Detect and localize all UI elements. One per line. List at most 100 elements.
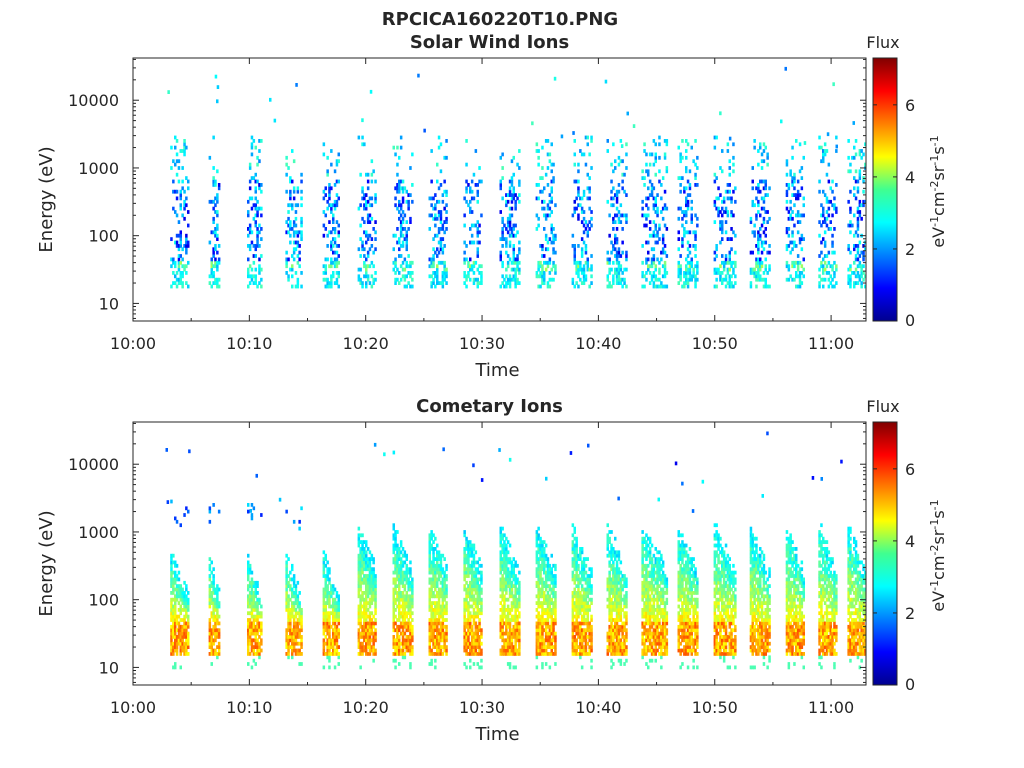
- flux-cell: [516, 196, 519, 201]
- flux-cell: [322, 645, 326, 649]
- flux-cell: [337, 655, 340, 660]
- flux-cell: [330, 162, 333, 167]
- flux-cell: [361, 580, 364, 585]
- flux-cell: [499, 257, 502, 262]
- flux-cell: [170, 591, 173, 595]
- flux-cell: [728, 257, 731, 262]
- flux-cell: [546, 183, 550, 187]
- flux-cell: [512, 223, 515, 228]
- flux-cell: [374, 594, 377, 599]
- flux-cell: [469, 267, 472, 272]
- flux-cell: [833, 203, 836, 208]
- flux-cell: [573, 250, 576, 255]
- flux-cell: [250, 604, 254, 609]
- flux-cell: [832, 82, 835, 87]
- flux-cell: [430, 284, 433, 289]
- flux-cell: [656, 277, 659, 282]
- flux-cell: [366, 601, 370, 605]
- flux-cell: [248, 563, 252, 568]
- flux-cell: [428, 553, 431, 558]
- flux-cell: [785, 189, 789, 194]
- flux-cell: [403, 267, 407, 272]
- flux-cell: [535, 536, 539, 541]
- flux-cell: [322, 638, 326, 643]
- flux-cell: [749, 271, 753, 275]
- flux-cell: [287, 638, 290, 643]
- flux-cell: [366, 635, 370, 639]
- flux-cell: [399, 230, 403, 235]
- flux-cell: [823, 254, 827, 258]
- flux-cell: [728, 189, 731, 194]
- flux-cell: [359, 584, 362, 588]
- flux-cell: [214, 621, 217, 626]
- flux-cell: [175, 652, 179, 656]
- flux-cell: [726, 210, 730, 214]
- flux-cell: [208, 645, 212, 649]
- flux-cell: [647, 257, 650, 262]
- flux-cell: [398, 584, 401, 588]
- flux-cell: [685, 210, 688, 214]
- flux-cell: [654, 199, 657, 204]
- flux-cell: [476, 277, 479, 282]
- flux-cell: [510, 587, 514, 592]
- flux-cell: [856, 257, 860, 262]
- flux-cell: [248, 162, 252, 167]
- flux-cell: [298, 601, 301, 605]
- flux-cell: [370, 557, 374, 561]
- flux-cell: [247, 257, 250, 262]
- flux-cell: [575, 267, 578, 272]
- flux-cell: [764, 267, 767, 272]
- flux-cell: [543, 608, 546, 612]
- flux-cell: [683, 233, 686, 238]
- flux-cell: [543, 553, 546, 558]
- flux-cell: [677, 247, 680, 252]
- flux-cell: [580, 196, 584, 201]
- flux-cell: [580, 281, 584, 285]
- flux-cell: [170, 264, 173, 269]
- flux-cell: [291, 601, 294, 605]
- flux-cell: [179, 189, 182, 194]
- flux-cell: [212, 574, 215, 578]
- flux-cell: [357, 621, 361, 626]
- flux-cell: [401, 608, 405, 612]
- flux-cell: [324, 193, 327, 197]
- flux-cell: [439, 183, 443, 187]
- flux-cell: [179, 203, 182, 208]
- flux-cell: [170, 570, 173, 575]
- flux-cell: [506, 570, 510, 575]
- flux-cell: [715, 267, 718, 272]
- flux-cell: [333, 183, 337, 187]
- flux-cell: [300, 196, 303, 201]
- flux-cell: [374, 611, 377, 616]
- flux-cell: [216, 628, 219, 633]
- flux-cell: [326, 652, 329, 656]
- flux-cell: [332, 645, 335, 649]
- flux-cell: [516, 635, 519, 639]
- flux-cell: [337, 159, 340, 164]
- flux-cell: [518, 645, 521, 649]
- flux-cell: [365, 230, 368, 235]
- flux-cell: [789, 216, 792, 221]
- flux-cell: [760, 250, 764, 255]
- flux-cell: [439, 260, 443, 265]
- flux-cell: [663, 206, 667, 211]
- flux-cell: [822, 220, 825, 224]
- flux-cell: [688, 267, 692, 272]
- flux-cell: [463, 547, 466, 551]
- flux-cell: [833, 250, 836, 255]
- flux-cell: [407, 281, 410, 285]
- flux-cell: [361, 196, 364, 201]
- flux-cell: [539, 618, 542, 622]
- flux-cell: [285, 631, 288, 636]
- flux-cell: [294, 628, 298, 633]
- flux-cell: [254, 281, 257, 285]
- flux-cell: [407, 587, 410, 592]
- flux-cell: [623, 213, 626, 218]
- flux-cell: [472, 662, 476, 666]
- flux-cell: [374, 277, 377, 282]
- flux-cell: [480, 631, 483, 636]
- flux-cell: [802, 237, 805, 241]
- flux-cell: [463, 641, 466, 646]
- flux-cell: [658, 179, 661, 184]
- flux-cell: [537, 621, 540, 626]
